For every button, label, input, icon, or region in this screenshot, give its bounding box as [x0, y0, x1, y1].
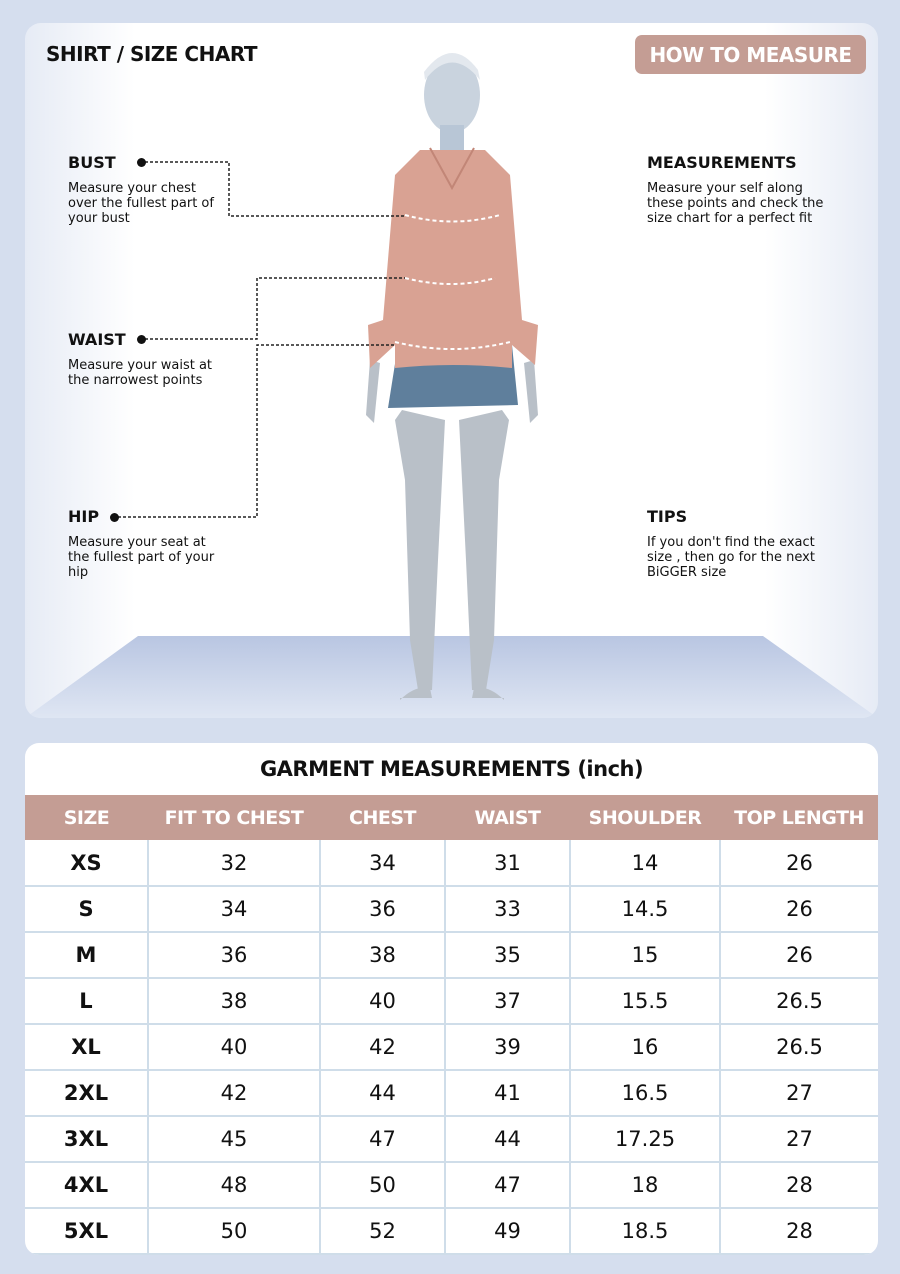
value-cell: 26 [719, 932, 878, 979]
table-title: GARMENT MEASUREMENTS (inch) [259, 757, 644, 781]
value-cell: 26.5 [719, 1024, 878, 1071]
waist-point-icon [137, 335, 146, 344]
value-cell: 49 [444, 1208, 571, 1255]
value-cell: 15 [569, 932, 721, 979]
column-header: CHEST [320, 795, 445, 840]
column-header: SHOULDER [570, 795, 720, 840]
value-cell: 52 [319, 1208, 446, 1255]
column-header: SIZE [25, 795, 148, 840]
tips-label: TIPS [647, 507, 688, 526]
value-cell: 27 [719, 1116, 878, 1163]
waist-description: Measure your waist at the narrowest poin… [68, 358, 213, 388]
value-cell: 32 [147, 840, 321, 887]
value-cell: 34 [147, 886, 321, 933]
tips-description: If you don't find the exact size , then … [647, 535, 815, 580]
value-cell: 26 [719, 840, 878, 887]
size-table: SIZE FIT TO CHEST CHEST WAIST SHOULDER TOP LE… [25, 795, 878, 1255]
value-cell: 16.5 [569, 1070, 721, 1117]
value-cell: 34 [319, 840, 446, 887]
value-cell: 44 [319, 1070, 446, 1117]
bust-point-icon [137, 158, 146, 167]
size-cell: XS [25, 840, 149, 887]
hip-point-icon [110, 513, 119, 522]
size-cell: M [25, 932, 149, 979]
value-cell: 42 [319, 1024, 446, 1071]
size-cell: 4XL [25, 1162, 149, 1209]
backdrop-floor [25, 636, 878, 718]
mannequin-illustration [118, 52, 538, 700]
value-cell: 31 [444, 840, 571, 887]
value-cell: 28 [719, 1208, 878, 1255]
size-cell: 5XL [25, 1208, 149, 1255]
measurements-label: MEASUREMENTS [647, 153, 797, 172]
table-row: 5XL 50 52 49 18.5 28 [25, 1208, 878, 1255]
value-cell: 40 [147, 1024, 321, 1071]
value-cell: 50 [147, 1208, 321, 1255]
value-cell: 14.5 [569, 886, 721, 933]
callout-lines [118, 161, 405, 518]
value-cell: 17.25 [569, 1116, 721, 1163]
value-cell: 48 [147, 1162, 321, 1209]
value-cell: 36 [319, 886, 446, 933]
measure-lines-on-body [394, 214, 511, 350]
column-header: TOP LENGTH [720, 795, 878, 840]
size-cell: 3XL [25, 1116, 149, 1163]
value-cell: 37 [444, 978, 571, 1025]
hip-description: Measure your seat at the fullest part of… [68, 535, 215, 580]
table-row: XS 32 34 31 14 26 [25, 840, 878, 887]
value-cell: 18.5 [569, 1208, 721, 1255]
page-title: SHIRT / SIZE CHART [46, 42, 257, 66]
value-cell: 50 [319, 1162, 446, 1209]
hip-label: HIP [68, 507, 100, 526]
value-cell: 33 [444, 886, 571, 933]
size-cell: 2XL [25, 1070, 149, 1117]
measurements-description: Measure your self along these points and… [647, 181, 824, 226]
table-row: 2XL 42 44 41 16.5 27 [25, 1070, 878, 1117]
value-cell: 14 [569, 840, 721, 887]
table-row: 4XL 48 50 47 18 28 [25, 1162, 878, 1209]
value-cell: 18 [569, 1162, 721, 1209]
value-cell: 15.5 [569, 978, 721, 1025]
value-cell: 16 [569, 1024, 721, 1071]
value-cell: 26.5 [719, 978, 878, 1025]
table-header-row: SIZE FIT TO CHEST CHEST WAIST SHOULDER TOP LE… [25, 795, 878, 840]
value-cell: 28 [719, 1162, 878, 1209]
value-cell: 47 [444, 1162, 571, 1209]
column-header: WAIST [445, 795, 570, 840]
table-row: M 36 38 35 15 26 [25, 932, 878, 979]
waist-label: WAIST [68, 330, 126, 349]
value-cell: 27 [719, 1070, 878, 1117]
value-cell: 38 [319, 932, 446, 979]
size-table-card: GARMENT MEASUREMENTS (inch) SIZE FIT TO C… [25, 743, 878, 1255]
value-cell: 41 [444, 1070, 571, 1117]
value-cell: 42 [147, 1070, 321, 1117]
value-cell: 35 [444, 932, 571, 979]
size-cell: L [25, 978, 149, 1025]
bust-label: BUST [68, 153, 116, 172]
value-cell: 45 [147, 1116, 321, 1163]
value-cell: 44 [444, 1116, 571, 1163]
table-row: 3XL 45 47 44 17.25 27 [25, 1116, 878, 1163]
size-cell: S [25, 886, 149, 933]
column-header: FIT TO CHEST [148, 795, 320, 840]
value-cell: 40 [319, 978, 446, 1025]
how-to-measure-badge: HOW TO MEASURE [635, 35, 866, 74]
value-cell: 38 [147, 978, 321, 1025]
value-cell: 26 [719, 886, 878, 933]
table-row: S 34 36 33 14.5 26 [25, 886, 878, 933]
value-cell: 36 [147, 932, 321, 979]
mannequin [366, 52, 538, 700]
bust-description: Measure your chest over the fullest part… [68, 181, 214, 226]
table-row: L 38 40 37 15.5 26.5 [25, 978, 878, 1025]
value-cell: 47 [319, 1116, 446, 1163]
table-row: XL 40 42 39 16 26.5 [25, 1024, 878, 1071]
size-cell: XL [25, 1024, 149, 1071]
value-cell: 39 [444, 1024, 571, 1071]
